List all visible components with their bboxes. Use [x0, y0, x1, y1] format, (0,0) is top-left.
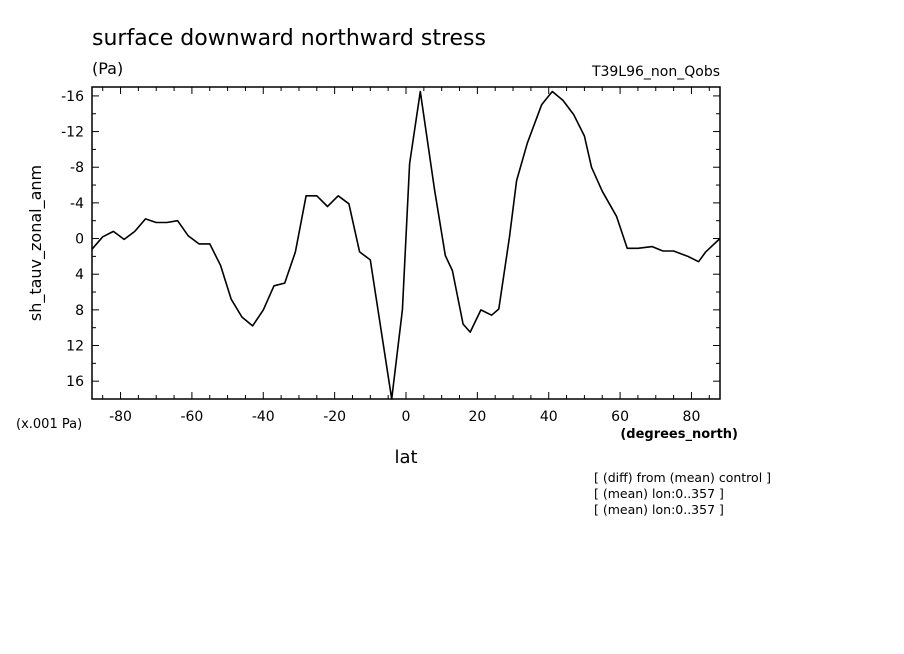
- chart-title: surface downward northward stress: [92, 26, 486, 51]
- x-tick-label: -60: [180, 409, 203, 425]
- x-tick-label: 0: [402, 409, 411, 425]
- y-scale-label: (x.001 Pa): [16, 417, 82, 432]
- x-axis: -80 -60 -40 -20 0 20 40 60 80: [102, 87, 710, 425]
- units-label: (Pa): [92, 59, 123, 78]
- note-line: [ (mean) lon:0..357 ]: [594, 486, 724, 501]
- x-tick-label: 40: [540, 409, 558, 425]
- y-tick-label: -8: [70, 160, 84, 176]
- note-line: [ (mean) lon:0..357 ]: [594, 502, 724, 517]
- x-axis-title: lat: [394, 447, 417, 468]
- y-axis: -16 -12 -8 -4 0 4 8 12 16: [61, 89, 720, 390]
- y-axis-title: sh_tauv_zonal_anm: [26, 165, 46, 321]
- dataset-label: T39L96_non_Qobs: [591, 64, 720, 80]
- y-tick-label: 16: [66, 374, 84, 390]
- y-tick-label: 4: [75, 267, 84, 283]
- y-tick-label: 0: [75, 232, 84, 248]
- x-units-label: (degrees_north): [620, 427, 738, 442]
- series-line: [91, 90, 721, 400]
- y-tick-label: 8: [75, 303, 84, 319]
- notes: [ (diff) from (mean) control ] [ (mean) …: [594, 470, 771, 517]
- note-line: [ (diff) from (mean) control ]: [594, 470, 771, 485]
- y-tick-label: 12: [66, 339, 84, 355]
- x-tick-label: 20: [468, 409, 486, 425]
- y-tick-label: -4: [70, 196, 84, 212]
- x-tick-label: -20: [323, 409, 346, 425]
- y-tick-label: -16: [61, 89, 84, 105]
- y-tick-label: -12: [61, 125, 84, 141]
- x-tick-label: -40: [252, 409, 275, 425]
- series-group: [91, 90, 721, 400]
- x-tick-label: 60: [611, 409, 629, 425]
- x-tick-label: -80: [109, 409, 132, 425]
- x-tick-label: 80: [683, 409, 701, 425]
